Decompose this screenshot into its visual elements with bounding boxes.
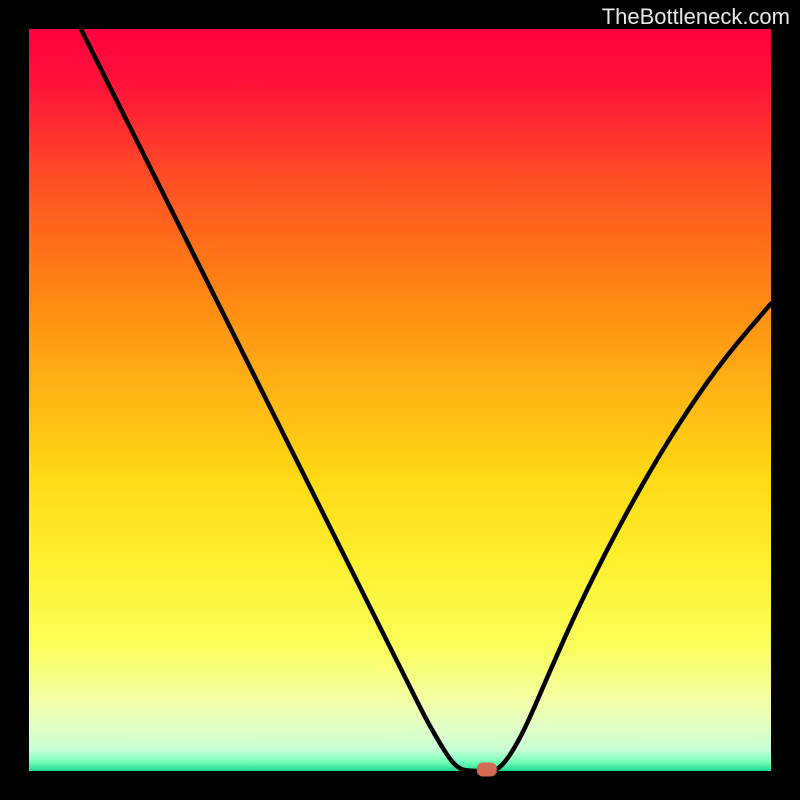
- chart-container: TheBottleneck.com: [0, 0, 800, 800]
- optimum-marker: [477, 763, 497, 777]
- chart-background-gradient: [29, 29, 771, 771]
- bottleneck-chart-svg: [0, 0, 800, 800]
